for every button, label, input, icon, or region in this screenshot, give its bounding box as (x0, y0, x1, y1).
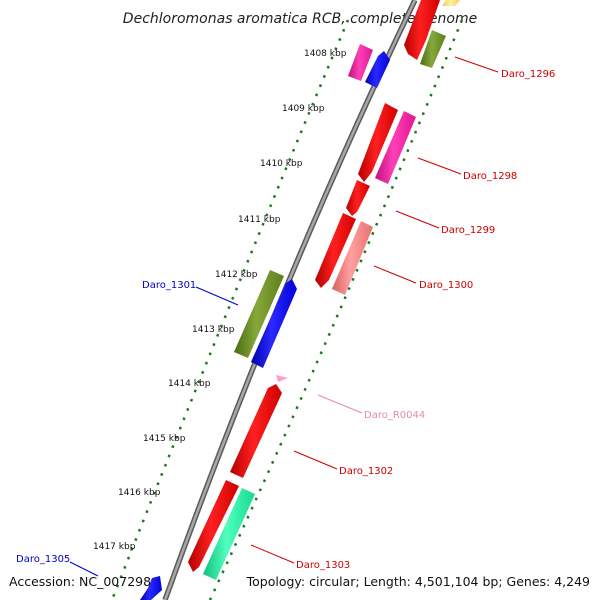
gene-feature-daro-1296 (404, 0, 440, 60)
tick-label: 1417 kbp (93, 542, 136, 552)
gene-label-daro-r0044[interactable]: Daro_R0044 (364, 410, 425, 421)
tick-label: 1408 kbp (304, 49, 347, 59)
tick-label: 1412 kbp (215, 270, 258, 280)
gene-feature-red-small (346, 180, 370, 216)
gene-feature-daro-1303 (203, 488, 255, 580)
tick-label: 1409 kbp (282, 104, 325, 114)
gene-feature-olive (420, 30, 446, 68)
gene-features (140, 0, 460, 600)
gene-feature-daro-r0044 (276, 375, 288, 382)
gene-labels: Daro_1296 Daro_1298 Daro_1299 Daro_1300 … (16, 69, 555, 571)
gene-label-daro-1303[interactable]: Daro_1303 (296, 560, 350, 571)
gene-feature-pink (348, 44, 373, 81)
gene-feature-red-bottom (188, 480, 239, 572)
tick-label: 1411 kbp (238, 215, 281, 225)
tick-label: 1413 kbp (192, 325, 235, 335)
gene-label-daro-1305[interactable]: Daro_1305 (16, 554, 70, 565)
callout-lines (69, 56, 499, 577)
gene-label-daro-1301[interactable]: Daro_1301 (142, 280, 196, 291)
tick-label: 1416 kbp (118, 488, 161, 498)
outer-dashed-ring (208, 19, 464, 600)
gene-feature-daro-1298 (375, 111, 416, 184)
gene-feature-daro-1300 (332, 221, 373, 295)
gene-feature-daro-1305 (140, 576, 162, 600)
gene-label-daro-1300[interactable]: Daro_1300 (419, 280, 473, 291)
tick-label: 1414 kbp (168, 379, 211, 389)
gene-feature-blue-large (251, 279, 297, 368)
gene-feature-daro-1301 (234, 270, 284, 358)
gene-label-daro-1299[interactable]: Daro_1299 (441, 225, 495, 236)
map-title: Dechloromonas aromatica RCB, complete ge… (123, 11, 477, 27)
gene-feature-daro-1297 (358, 103, 398, 182)
gene-label-daro-1298[interactable]: Daro_1298 (463, 171, 517, 182)
gene-label-daro-1302[interactable]: Daro_1302 (339, 466, 393, 477)
gene-feature-yellow (442, 0, 460, 6)
gene-feature-daro-1299 (315, 213, 356, 288)
tick-label: 1410 kbp (260, 159, 303, 169)
kbp-tick-labels: 1408 kbp 1409 kbp 1410 kbp 1411 kbp 1412… (93, 49, 347, 552)
genome-summary-text: Topology: circular; Length: 4,501,104 bp… (246, 574, 590, 589)
accession-text: Accession: NC_007298 (9, 574, 151, 589)
gene-label-daro-1296[interactable]: Daro_1296 (501, 69, 555, 80)
tick-label: 1415 kbp (143, 434, 186, 444)
gene-feature-daro-1302 (230, 384, 282, 478)
gene-feature-blue (365, 51, 390, 88)
